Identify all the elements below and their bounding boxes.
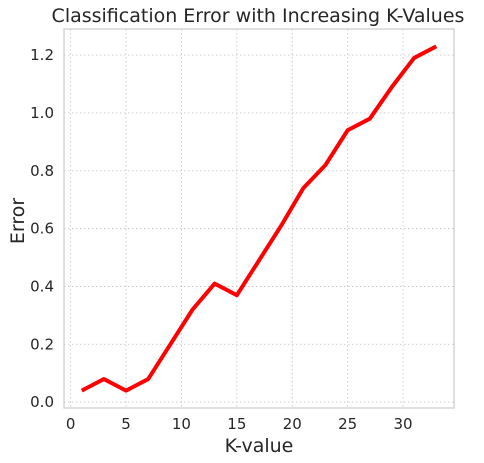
y-axis-label: Error	[7, 198, 29, 245]
y-tick-label: 1.2	[30, 46, 54, 64]
chart-title: Classification Error with Increasing K-V…	[52, 5, 465, 27]
series-layer	[80, 44, 438, 393]
x-tick-label: 15	[227, 415, 246, 433]
series-line	[80, 44, 438, 393]
x-tick-label: 25	[338, 415, 357, 433]
x-tick-label: 0	[66, 415, 76, 433]
y-axis-ticks: 0.0 0.2 0.4 0.6 0.8 1.0 1.2	[30, 46, 54, 411]
plot-area-frame	[63, 28, 455, 409]
y-tick-label: 0.0	[30, 393, 54, 411]
x-axis-label: K-value	[225, 435, 294, 457]
y-tick-label: 1.0	[30, 104, 54, 122]
y-tick-label: 0.2	[30, 335, 54, 353]
x-tick-label: 20	[283, 415, 302, 433]
y-tick-label: 0.4	[30, 277, 54, 295]
x-axis-ticks: 0 5 10 15 20 25 30	[66, 415, 413, 433]
x-tick-label: 10	[172, 415, 191, 433]
x-tick-label: 5	[121, 415, 131, 433]
x-tick-label: 30	[393, 415, 412, 433]
y-tick-label: 0.6	[30, 220, 54, 238]
grid	[64, 29, 454, 408]
y-tick-label: 0.8	[30, 162, 54, 180]
